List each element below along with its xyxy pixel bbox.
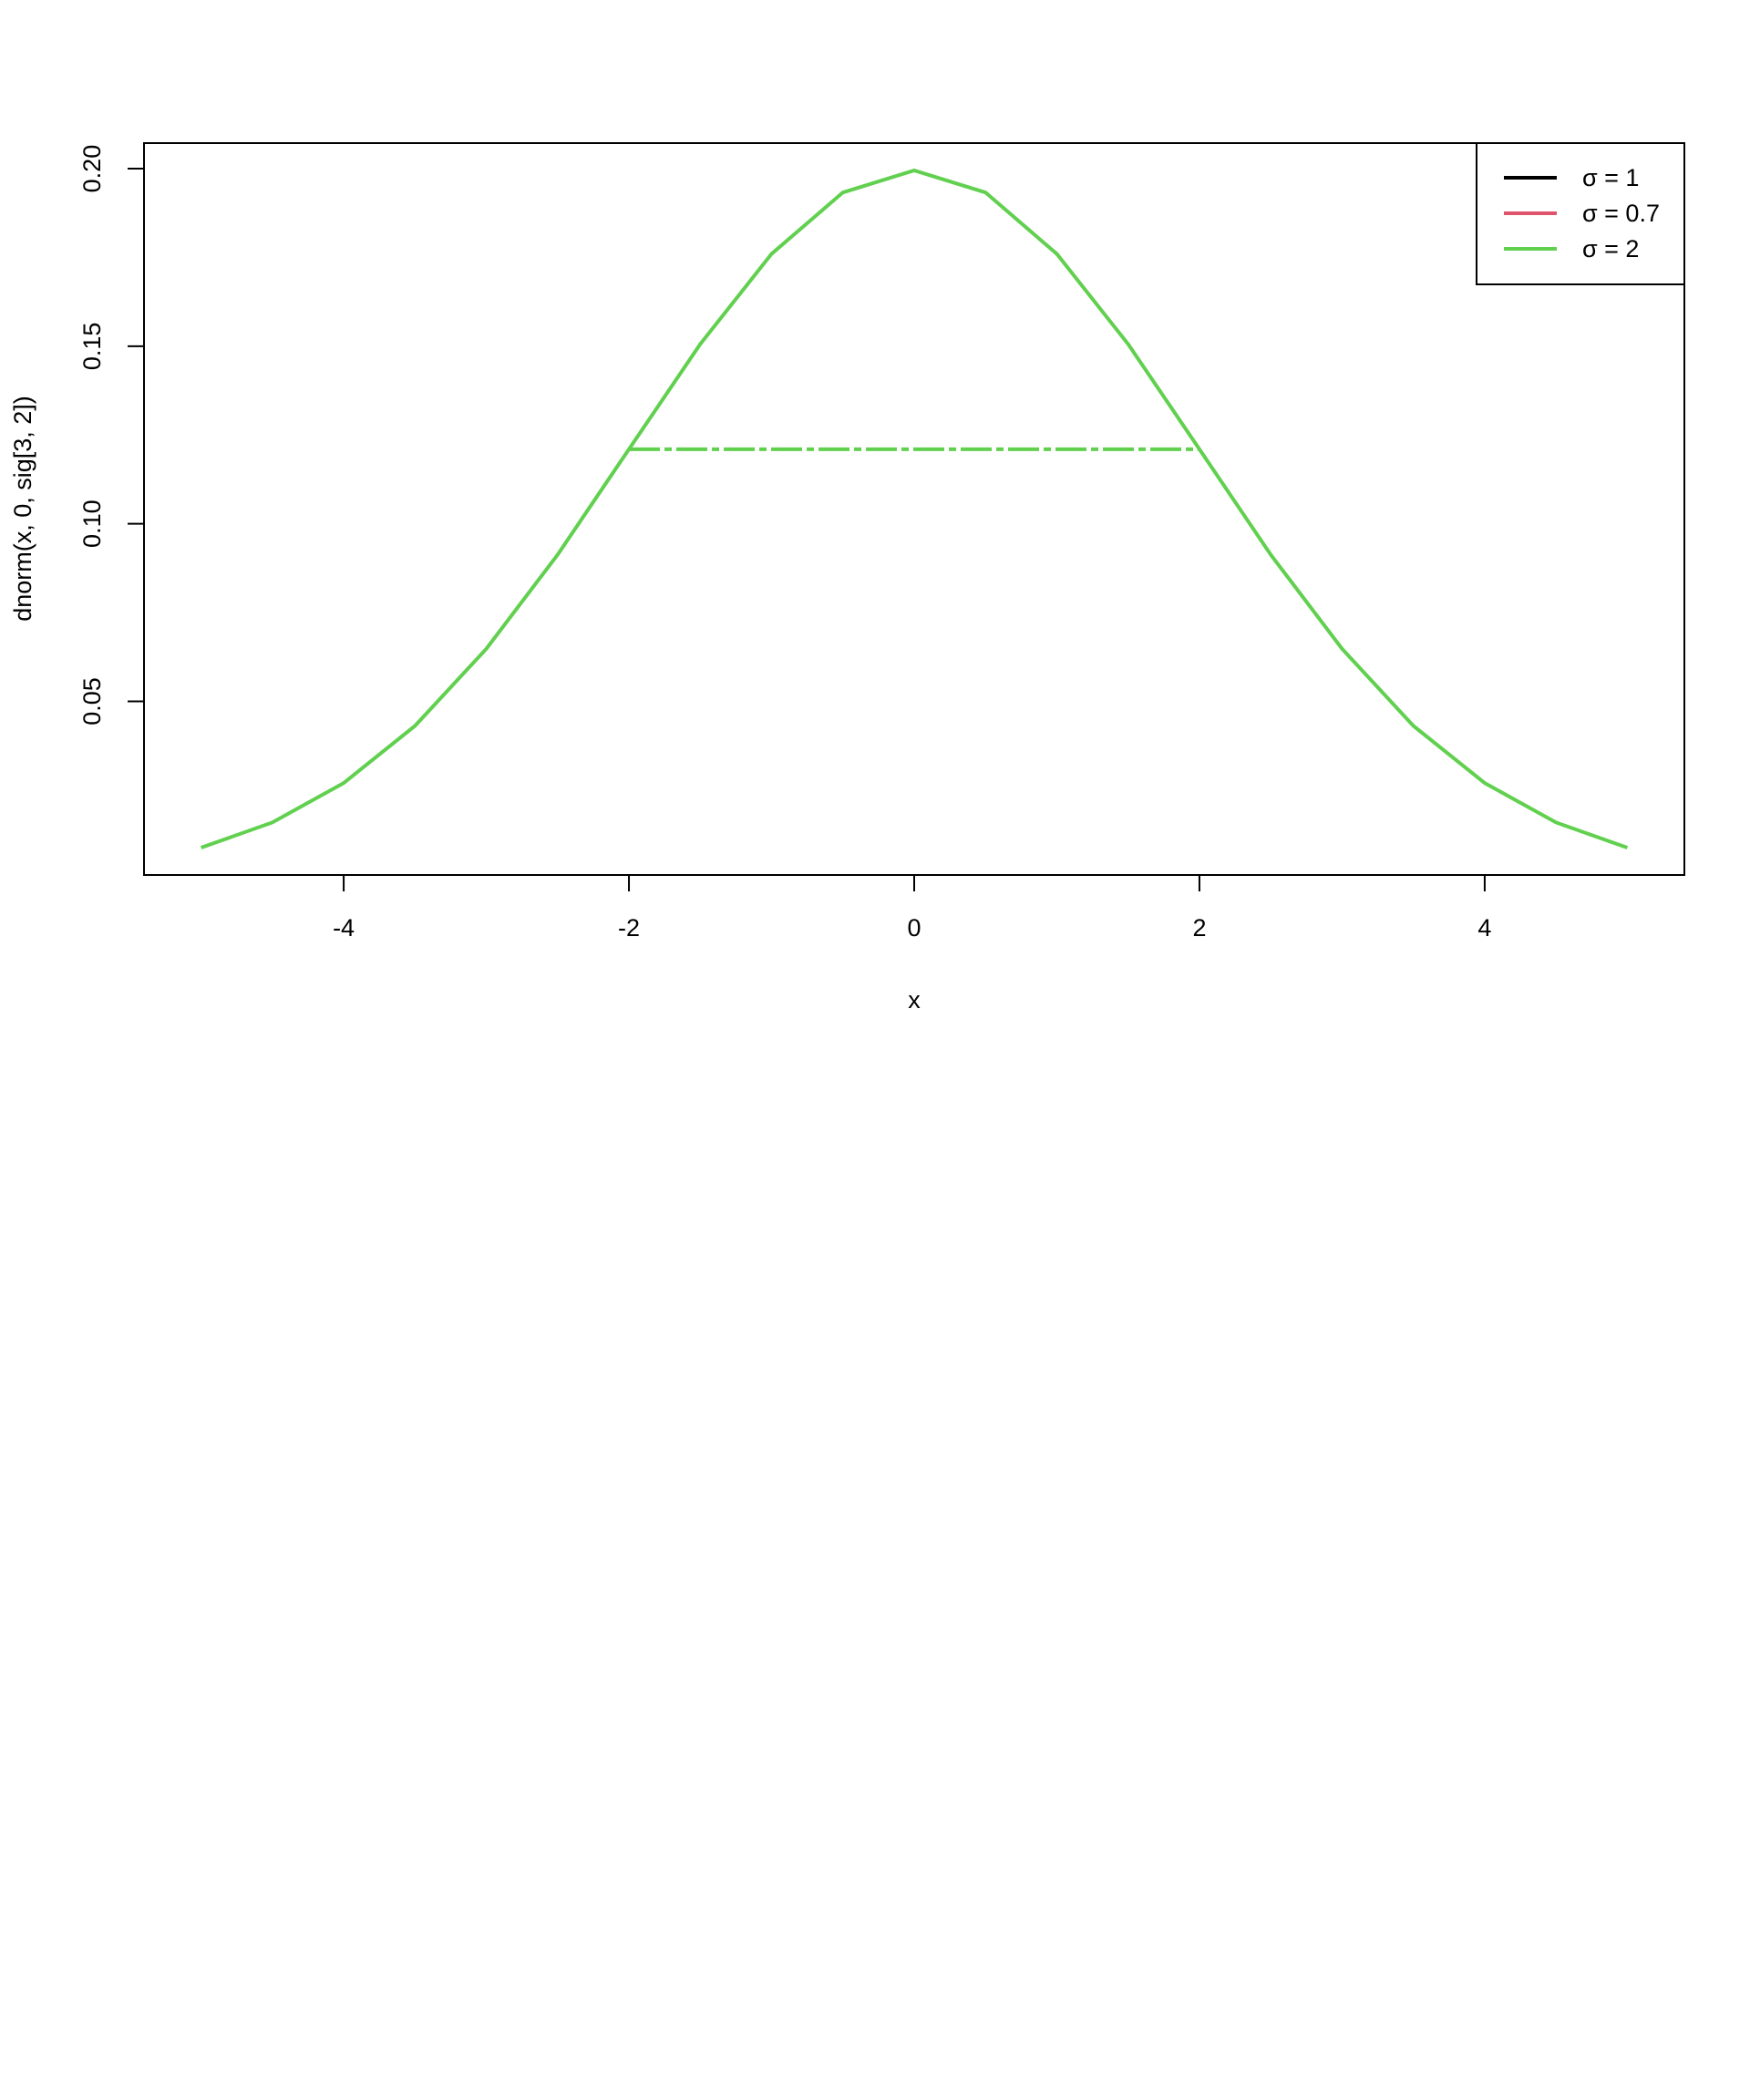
y-tick-label: 0.10: [78, 499, 106, 548]
y-tick-label: 0.20: [78, 145, 106, 193]
y-tick-label: 0.05: [78, 677, 106, 726]
line-series: [200, 168, 1629, 849]
y-axis-label: dnorm(x, 0, sig[3, 2]): [9, 396, 36, 622]
x-tick-label: -2: [618, 914, 640, 942]
legend-label: σ = 0.7: [1582, 200, 1660, 227]
y-tick-label: 0.15: [78, 323, 106, 371]
x-tick-label: -4: [333, 914, 355, 942]
legend-label: σ = 2: [1582, 235, 1639, 262]
x-tick-label: 2: [1192, 914, 1206, 942]
x-axis-label: x: [908, 986, 921, 1014]
x-tick-label: 4: [1477, 914, 1491, 942]
legend-box: [1476, 142, 1685, 285]
x-tick-label: 0: [907, 914, 921, 942]
plot-frame: [143, 142, 1685, 876]
legend-label: σ = 1: [1582, 164, 1639, 191]
